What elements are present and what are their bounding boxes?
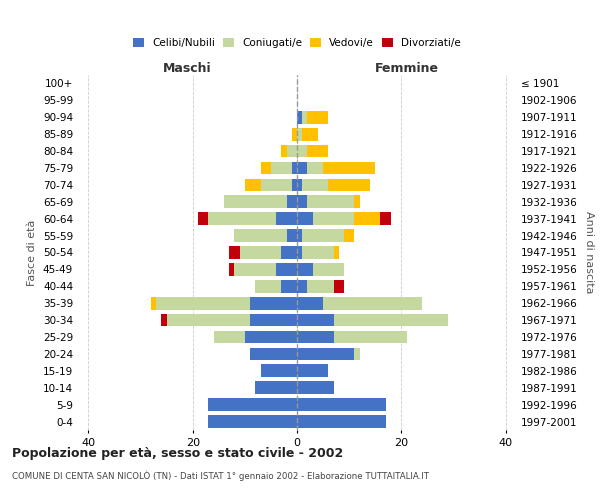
Bar: [297, 111, 302, 124]
Bar: [307, 111, 328, 124]
Bar: [250, 314, 297, 326]
Bar: [229, 246, 239, 259]
Bar: [297, 230, 302, 242]
Bar: [297, 263, 313, 276]
Bar: [302, 111, 307, 124]
Bar: [334, 246, 339, 259]
Bar: [297, 398, 386, 411]
Bar: [297, 144, 307, 158]
Bar: [297, 382, 334, 394]
Bar: [287, 196, 297, 208]
Bar: [255, 280, 281, 292]
Bar: [281, 246, 297, 259]
Bar: [328, 178, 370, 191]
Bar: [161, 314, 167, 326]
Bar: [297, 415, 386, 428]
Bar: [287, 144, 297, 158]
Bar: [297, 178, 302, 191]
Bar: [302, 128, 318, 140]
Bar: [255, 382, 297, 394]
Legend: Celibi/Nubili, Coniugati/e, Vedovi/e, Divorziati/e: Celibi/Nubili, Coniugati/e, Vedovi/e, Di…: [129, 34, 465, 52]
Bar: [302, 230, 344, 242]
Bar: [224, 196, 287, 208]
Bar: [151, 297, 156, 310]
Bar: [229, 263, 235, 276]
Bar: [302, 246, 334, 259]
Bar: [214, 330, 245, 344]
Bar: [307, 144, 328, 158]
Bar: [323, 297, 422, 310]
Bar: [250, 297, 297, 310]
Bar: [297, 128, 302, 140]
Bar: [239, 246, 281, 259]
Bar: [307, 280, 334, 292]
Bar: [344, 230, 355, 242]
Bar: [156, 297, 250, 310]
Bar: [307, 196, 355, 208]
Bar: [208, 415, 297, 428]
Bar: [302, 178, 328, 191]
Bar: [292, 162, 297, 174]
Bar: [297, 162, 307, 174]
Bar: [167, 314, 250, 326]
Text: COMUNE DI CENTA SAN NICOLÒ (TN) - Dati ISTAT 1° gennaio 2002 - Elaborazione TUTT: COMUNE DI CENTA SAN NICOLÒ (TN) - Dati I…: [12, 470, 429, 481]
Bar: [208, 212, 276, 225]
Bar: [271, 162, 292, 174]
Bar: [380, 212, 391, 225]
Bar: [297, 348, 355, 360]
Bar: [313, 263, 344, 276]
Bar: [297, 330, 334, 344]
Bar: [292, 128, 297, 140]
Bar: [287, 230, 297, 242]
Bar: [297, 246, 302, 259]
Bar: [323, 162, 375, 174]
Bar: [334, 280, 344, 292]
Bar: [297, 196, 307, 208]
Y-axis label: Fasce di età: Fasce di età: [28, 220, 37, 286]
Y-axis label: Anni di nascita: Anni di nascita: [584, 211, 594, 294]
Bar: [281, 280, 297, 292]
Bar: [281, 144, 287, 158]
Bar: [260, 364, 297, 377]
Bar: [292, 178, 297, 191]
Bar: [297, 314, 334, 326]
Bar: [245, 178, 260, 191]
Bar: [355, 196, 359, 208]
Bar: [276, 263, 297, 276]
Bar: [235, 230, 287, 242]
Bar: [245, 330, 297, 344]
Bar: [297, 280, 307, 292]
Bar: [260, 162, 271, 174]
Text: Maschi: Maschi: [163, 62, 212, 75]
Text: Femmine: Femmine: [374, 62, 439, 75]
Bar: [260, 178, 292, 191]
Bar: [297, 212, 313, 225]
Bar: [334, 314, 448, 326]
Bar: [297, 364, 328, 377]
Bar: [307, 162, 323, 174]
Bar: [250, 348, 297, 360]
Bar: [297, 297, 323, 310]
Bar: [355, 348, 359, 360]
Text: Popolazione per età, sesso e stato civile - 2002: Popolazione per età, sesso e stato civil…: [12, 448, 343, 460]
Bar: [276, 212, 297, 225]
Bar: [334, 330, 407, 344]
Bar: [235, 263, 276, 276]
Bar: [198, 212, 208, 225]
Bar: [355, 212, 380, 225]
Bar: [313, 212, 355, 225]
Bar: [208, 398, 297, 411]
